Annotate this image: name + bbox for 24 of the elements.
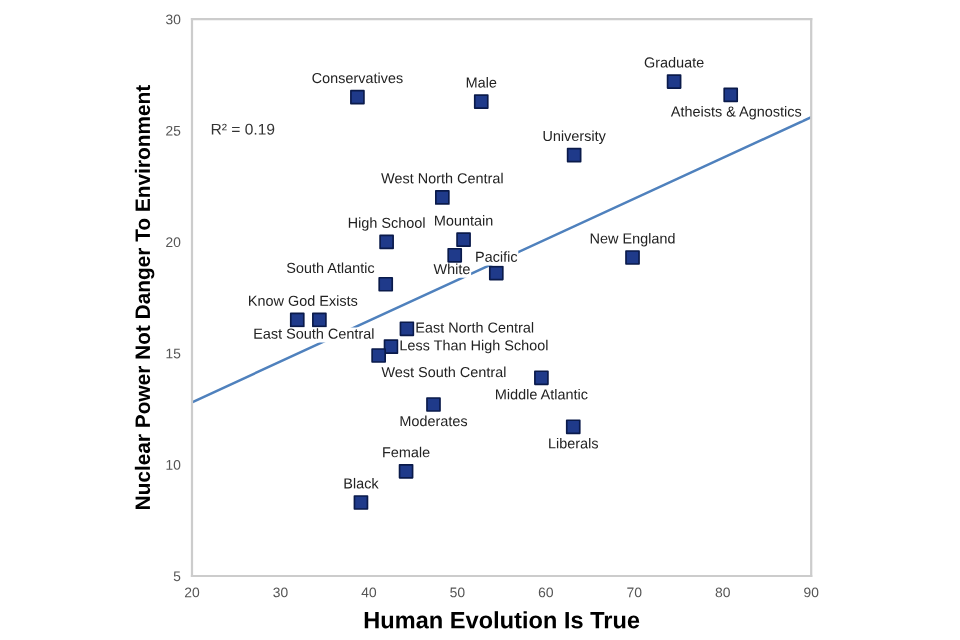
point <box>399 321 415 337</box>
point <box>350 89 365 105</box>
point <box>625 250 640 265</box>
point <box>666 74 682 89</box>
x-axis-title: Human Evolution Is True <box>364 611 640 629</box>
point <box>566 147 582 163</box>
point <box>353 495 369 510</box>
point <box>473 94 489 109</box>
point <box>312 312 327 328</box>
point <box>371 348 386 363</box>
point <box>447 247 463 263</box>
point <box>456 232 471 248</box>
point <box>398 463 414 479</box>
point <box>534 370 549 386</box>
y-axis-title: Nuclear Power Not Danger To Environment <box>134 85 155 510</box>
point <box>289 312 305 328</box>
point <box>379 234 394 250</box>
point <box>723 87 739 103</box>
point <box>565 419 581 435</box>
point <box>383 339 399 354</box>
point <box>378 276 394 292</box>
point <box>434 190 450 205</box>
point <box>426 397 441 412</box>
point <box>488 265 504 281</box>
